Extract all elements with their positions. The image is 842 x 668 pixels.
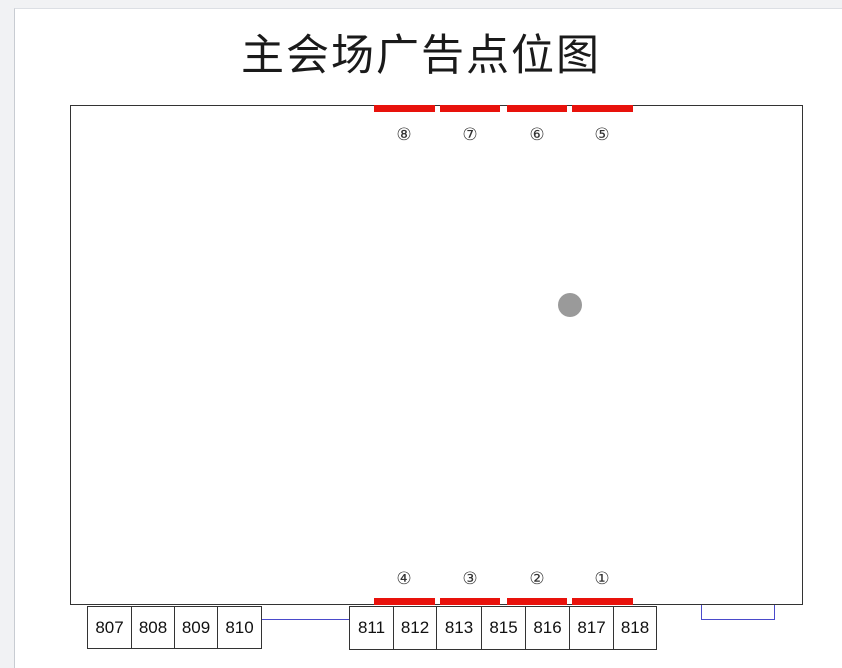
ad-spot-8-bar xyxy=(374,105,435,112)
ad-spot-3-label: ③ xyxy=(462,569,478,589)
ad-spot-6-bar xyxy=(507,105,567,112)
ad-spot-4-bar xyxy=(374,598,435,605)
booth-808: 808 xyxy=(131,606,175,649)
booth-807: 807 xyxy=(87,606,132,649)
ad-spot-8-label: ⑧ xyxy=(396,125,412,145)
ad-spot-7-label: ⑦ xyxy=(462,125,478,145)
connector-right-right xyxy=(774,605,775,620)
booth-815: 815 xyxy=(481,606,526,650)
main-hall-outline xyxy=(70,105,803,605)
booth-810: 810 xyxy=(217,606,262,649)
ad-spot-2-label: ② xyxy=(529,569,545,589)
ad-spot-5-label: ⑤ xyxy=(594,125,610,145)
booth-809: 809 xyxy=(174,606,218,649)
ad-spot-2-bar xyxy=(507,598,567,605)
booth-818: 818 xyxy=(613,606,657,650)
ad-spot-7-bar xyxy=(440,105,500,112)
booth-811: 811 xyxy=(349,606,394,650)
connector-right-top xyxy=(701,619,775,620)
connector-line-left xyxy=(262,619,350,620)
ad-spot-4-label: ④ xyxy=(396,569,412,589)
marker-dot xyxy=(558,293,582,317)
ad-spot-5-bar xyxy=(572,105,633,112)
connector-right-left xyxy=(701,605,702,620)
booth-816: 816 xyxy=(525,606,570,650)
ad-spot-3-bar xyxy=(440,598,500,605)
booth-812: 812 xyxy=(393,606,437,650)
page-title: 主会场广告点位图 xyxy=(241,31,601,81)
booth-817: 817 xyxy=(569,606,614,650)
booth-813: 813 xyxy=(436,606,482,650)
ad-spot-6-label: ⑥ xyxy=(529,125,545,145)
ad-spot-1-bar xyxy=(572,598,633,605)
ad-spot-1-label: ① xyxy=(594,569,610,589)
